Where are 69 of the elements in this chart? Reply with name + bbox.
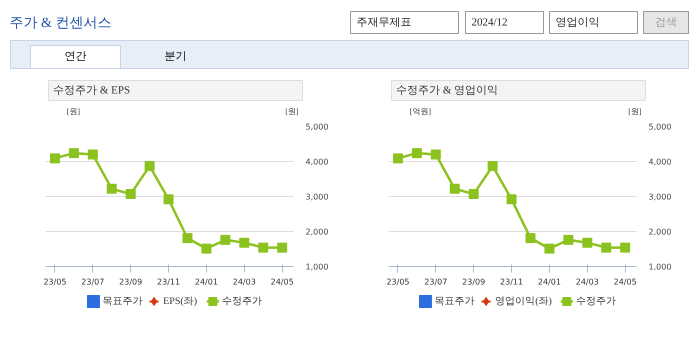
x-tick-label: 24/01 [538, 278, 561, 286]
x-tick-label: 24/03 [576, 278, 599, 286]
x-tick-label: 24/05 [270, 278, 294, 286]
y2-tick-label: 5,000 [306, 122, 328, 132]
text: 분기 [164, 50, 186, 62]
point [582, 238, 592, 248]
point [164, 194, 174, 204]
point [106, 184, 117, 194]
chart-title: 수정주가 & EPS [53, 84, 130, 96]
point [239, 238, 250, 248]
x-tick-label: 23/09 [119, 278, 142, 286]
text: 영업이익 [556, 16, 600, 28]
y-axis-title: [억원] [410, 107, 432, 116]
point [488, 161, 498, 172]
point [68, 148, 79, 158]
point [430, 150, 441, 160]
x-tick-label: 24/01 [194, 278, 218, 286]
point [201, 244, 212, 254]
legend-label: 목표주가 [434, 296, 475, 307]
point [525, 233, 536, 244]
point [182, 233, 192, 244]
point [620, 242, 630, 253]
x-tick-label: 23/09 [462, 278, 486, 286]
y2-tick-label: 3,000 [648, 192, 672, 202]
point [544, 244, 554, 254]
y2-tick-label: 1,000 [306, 262, 328, 272]
chart-title: 수정주가 & 영업이익 [396, 84, 498, 96]
legend-label: 영업이익(좌) [495, 296, 552, 307]
x-tick-label: 23/07 [81, 278, 104, 286]
text: 주가 & 컨센서스 [10, 16, 112, 31]
y2-axis-title: [원] [285, 107, 299, 116]
legend-label: 수정주가 [222, 296, 262, 307]
point [50, 153, 60, 164]
text: 연간 [64, 50, 86, 62]
point [601, 242, 612, 253]
x-tick-label: 23/07 [424, 278, 448, 286]
point [88, 150, 98, 160]
y2-tick-label: 5,000 [648, 122, 672, 132]
x-tick-label: 23/05 [386, 278, 410, 286]
y2-tick-label: 4,000 [648, 158, 672, 166]
y2-tick-label: 2,000 [306, 228, 328, 236]
text: 검색 [655, 16, 677, 28]
legend-label: 수정주가 [576, 296, 616, 307]
y2-tick-label: 4,000 [306, 158, 328, 166]
point [450, 184, 460, 194]
point [258, 242, 268, 253]
point [277, 242, 288, 253]
x-tick-label: 23/11 [500, 278, 524, 286]
point [468, 189, 479, 200]
point [144, 161, 155, 172]
point [392, 153, 403, 164]
y2-axis-title: [원] [628, 107, 642, 116]
y-axis-title: [원] [66, 107, 80, 116]
y2-tick-label: 1,000 [648, 262, 672, 272]
point [563, 234, 574, 245]
x-tick-label: 24/03 [232, 278, 256, 286]
text: 2024/12 [472, 16, 508, 28]
y2-tick-label: 2,000 [648, 228, 672, 236]
text: 주재무제표 [356, 16, 412, 28]
legend-label: EPS(좌) [163, 296, 198, 307]
y2-tick-label: 3,000 [306, 192, 328, 202]
x-tick-label: 23/11 [157, 278, 180, 286]
point [412, 148, 422, 158]
legend-label: 목표주가 [102, 296, 143, 307]
point [506, 194, 517, 204]
point [220, 234, 230, 245]
x-tick-label: 23/05 [43, 278, 66, 286]
x-tick-label: 24/05 [614, 278, 637, 286]
point [126, 189, 136, 200]
